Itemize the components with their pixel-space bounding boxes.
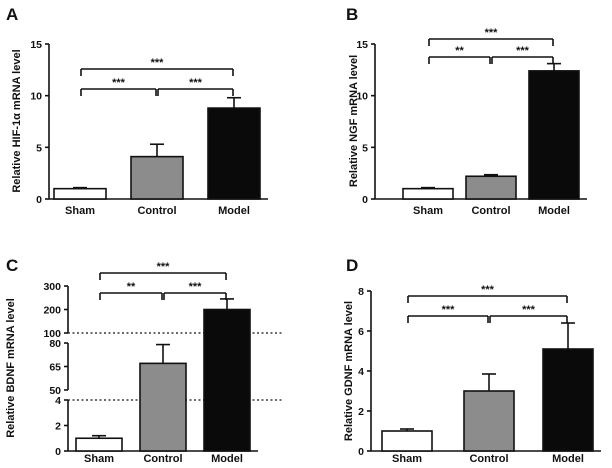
y-tick-label: 0 bbox=[55, 446, 61, 458]
significance-label: *** bbox=[151, 57, 165, 69]
y-tick-label: 5 bbox=[36, 142, 42, 154]
y-axis-label: Relative HIF-1α mRNA level bbox=[11, 49, 23, 192]
chart-panel-b: B 0 5 10 15 Relative NGF mRNA level Sham Contro… bbox=[346, 5, 587, 217]
significance-label: ** bbox=[127, 281, 136, 293]
category-label: Sham bbox=[413, 205, 443, 217]
panel-letter: B bbox=[346, 5, 358, 24]
y-tick-label: 10 bbox=[30, 91, 42, 103]
significance-label: *** bbox=[481, 284, 495, 296]
y-tick-label: 0 bbox=[362, 194, 368, 206]
y-tick-label: 10 bbox=[356, 91, 368, 103]
y-tick-label: 300 bbox=[43, 281, 61, 293]
category-label: Sham bbox=[65, 205, 95, 217]
panel-letter: A bbox=[6, 5, 18, 24]
category-label: Control bbox=[137, 205, 176, 217]
bar-control bbox=[130, 155, 184, 200]
category-label: Control bbox=[471, 205, 510, 217]
y-tick-label: 6 bbox=[358, 326, 364, 338]
category-label: Model bbox=[538, 205, 570, 217]
bar-sham bbox=[53, 187, 107, 200]
y-tick-label: 65 bbox=[49, 362, 61, 374]
bar-model bbox=[203, 308, 251, 452]
category-label: Model bbox=[552, 453, 584, 465]
y-tick-label: 4 bbox=[358, 366, 364, 378]
y-tick-label: 8 bbox=[358, 286, 364, 298]
category-label: Sham bbox=[392, 453, 422, 465]
y-tick-label: 5 bbox=[362, 142, 368, 154]
y-tick-label: 100 bbox=[43, 328, 61, 340]
y-tick-label: 15 bbox=[30, 39, 42, 51]
category-label: Control bbox=[143, 453, 182, 465]
bar-sham bbox=[75, 437, 123, 452]
y-axis-label: Relative NGF mRNA level bbox=[348, 55, 360, 187]
chart-panel-a: A 0 5 10 15 Relative HIF-1α mRNA level Sham Con… bbox=[6, 5, 268, 217]
significance-label: *** bbox=[157, 261, 171, 273]
y-tick-label: 0 bbox=[36, 194, 42, 206]
category-label: Model bbox=[218, 205, 250, 217]
y-tick-label: 0 bbox=[358, 446, 364, 458]
significance-label: *** bbox=[522, 304, 536, 316]
bar-control bbox=[465, 175, 517, 200]
significance-label: *** bbox=[485, 27, 499, 39]
category-label: Sham bbox=[84, 453, 114, 465]
bar-sham bbox=[381, 430, 433, 452]
bar-model bbox=[542, 348, 594, 452]
bar-model bbox=[528, 70, 580, 200]
panel-letter: D bbox=[346, 256, 358, 275]
y-tick-label: 2 bbox=[358, 406, 364, 418]
y-tick-label: 2 bbox=[55, 421, 61, 433]
significance-label: *** bbox=[189, 281, 203, 293]
y-tick-label: 80 bbox=[49, 338, 61, 350]
significance-label: *** bbox=[516, 45, 530, 57]
y-tick-label: 50 bbox=[49, 385, 61, 397]
significance-label: ** bbox=[455, 45, 464, 57]
y-tick-label: 200 bbox=[43, 305, 61, 317]
y-tick-label: 4 bbox=[55, 395, 61, 407]
bar-sham bbox=[402, 187, 454, 200]
significance-label: *** bbox=[112, 77, 126, 89]
category-label: Control bbox=[469, 453, 508, 465]
y-axis-label: Relative GDNF mRNA level bbox=[343, 301, 355, 441]
panel-letter: C bbox=[6, 256, 18, 275]
significance-label: *** bbox=[189, 77, 203, 89]
bar-model bbox=[207, 107, 261, 200]
bar-control bbox=[463, 390, 515, 452]
bar-control bbox=[139, 362, 187, 452]
y-tick-label: 15 bbox=[356, 39, 368, 51]
significance-label: *** bbox=[442, 304, 456, 316]
category-label: Model bbox=[211, 453, 243, 465]
y-axis-label: Relative BDNF mRNA level bbox=[5, 298, 17, 438]
